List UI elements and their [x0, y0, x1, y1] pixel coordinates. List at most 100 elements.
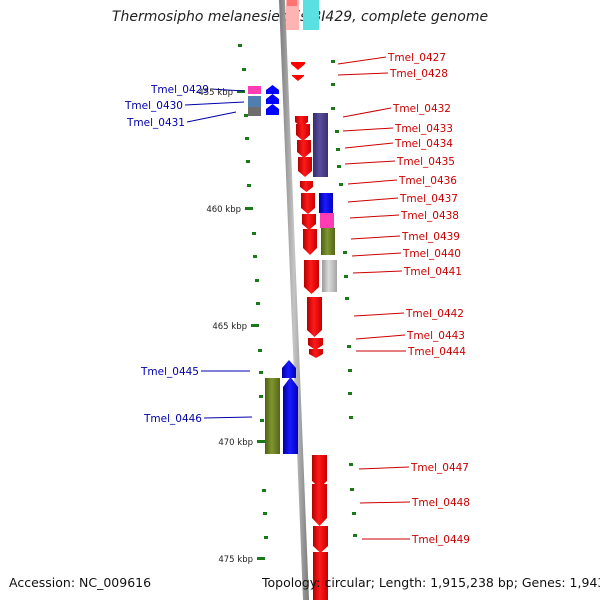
gene-arrow	[266, 104, 279, 115]
leader-line	[351, 252, 402, 257]
leader-line	[349, 214, 400, 219]
leader-line	[210, 88, 245, 92]
gene-arrow	[282, 360, 296, 378]
leader-line	[342, 127, 394, 132]
scale-tick	[337, 165, 341, 168]
major-tick	[251, 324, 259, 327]
gene-label: Tmel_0438	[400, 210, 459, 222]
gene-label: Tmel_0442	[405, 308, 464, 320]
scale-tick	[260, 419, 264, 422]
gene-label: Tmel_0437	[399, 193, 458, 205]
gene-label: Tmel_0439	[401, 231, 460, 243]
scale-tick	[256, 302, 260, 305]
gene-block	[303, 0, 319, 30]
scale-tick	[350, 488, 354, 491]
gene-arrow	[301, 193, 315, 214]
gene-label: Tmel_0435	[396, 156, 455, 168]
gene-label: Tmel_0430	[124, 100, 183, 112]
scale-tick	[244, 114, 248, 117]
gene-block	[248, 86, 261, 94]
scale-tick	[335, 130, 339, 133]
gene-arrow	[292, 75, 304, 81]
leader-line	[347, 197, 399, 203]
gene-arrow	[312, 484, 327, 526]
scale-tick	[331, 83, 335, 86]
gene-label: Tmel_0447	[410, 462, 469, 474]
scale-tick	[242, 68, 246, 71]
gene-arrow	[312, 455, 327, 488]
gene-arrow	[296, 124, 310, 141]
leader-line	[184, 101, 245, 106]
leader-line	[353, 312, 405, 317]
leader-line	[350, 235, 401, 240]
scale-tick	[353, 534, 357, 537]
scale-tick	[331, 107, 335, 110]
scale-tick	[347, 345, 351, 348]
gene-arrow	[302, 214, 316, 230]
gene-label: Tmel_0449	[411, 534, 470, 546]
scale-tick	[246, 160, 250, 163]
leader-line	[337, 72, 389, 76]
major-tick	[257, 440, 265, 443]
gene-label: Tmel_0436	[398, 175, 457, 187]
gene-block	[322, 260, 337, 292]
scale-tick	[255, 279, 259, 282]
gene-label: Tmel_0448	[411, 497, 470, 509]
scale-tick	[349, 416, 353, 419]
scale-tick	[336, 148, 340, 151]
scale-tick	[258, 349, 262, 352]
scale-tick	[339, 183, 343, 186]
gene-arrow	[298, 157, 312, 177]
scale-tick	[344, 275, 348, 278]
scale-tick	[352, 512, 356, 515]
leader-line	[344, 160, 396, 165]
gene-arrow	[309, 349, 323, 358]
leader-line	[342, 107, 392, 118]
gene-arrow	[283, 377, 298, 454]
scale-label: 475 kbp	[218, 555, 253, 565]
scale-tick	[259, 395, 263, 398]
gene-label: Tmel_0432	[392, 103, 451, 115]
gene-arrow	[300, 181, 313, 192]
leader-line	[344, 142, 394, 149]
map-title: Thermosipho melanesiensis BI429, complet…	[111, 9, 489, 25]
scale-tick	[238, 44, 242, 47]
scale-tick	[263, 512, 267, 515]
gene-label: Tmel_0440	[402, 248, 461, 260]
gene-label: Tmel_0441	[403, 266, 462, 278]
gene-label: Tmel_0444	[407, 346, 466, 358]
leader-line	[337, 56, 387, 65]
leader-line	[347, 179, 398, 185]
leader-line	[358, 466, 410, 470]
leader-line	[359, 501, 411, 504]
gene-label: Tmel_0429	[150, 84, 209, 96]
topology-label: Topology: circular; Length: 1,915,238 bp…	[262, 575, 600, 590]
scale-tick	[262, 489, 266, 492]
gene-block	[321, 228, 335, 255]
gene-block	[265, 378, 280, 454]
gene-label: Tmel_0433	[394, 123, 453, 135]
major-tick	[237, 90, 245, 93]
major-tick	[257, 557, 265, 560]
gene-block	[286, 0, 299, 30]
scale-tick	[259, 371, 263, 374]
leader-line	[186, 111, 237, 123]
scale-tick	[345, 297, 349, 300]
gene-block	[313, 113, 328, 177]
gene-arrow	[266, 85, 279, 94]
accession-label: Accession: NC_009616	[9, 575, 152, 590]
major-tick	[245, 207, 253, 210]
gene-arrow	[307, 297, 322, 337]
gene-block	[320, 213, 334, 228]
gene-arrow	[308, 338, 323, 350]
scale-tick	[348, 369, 352, 372]
gene-label: Tmel_0446	[143, 413, 202, 425]
scale-tick	[253, 255, 257, 258]
gene-label: Tmel_0428	[389, 68, 448, 80]
gene-arrow	[304, 260, 319, 294]
scale-tick	[264, 536, 268, 539]
gene-block	[313, 552, 328, 600]
gene-label: Tmel_0443	[406, 330, 465, 342]
scale-label: 455 kbp	[198, 88, 233, 98]
